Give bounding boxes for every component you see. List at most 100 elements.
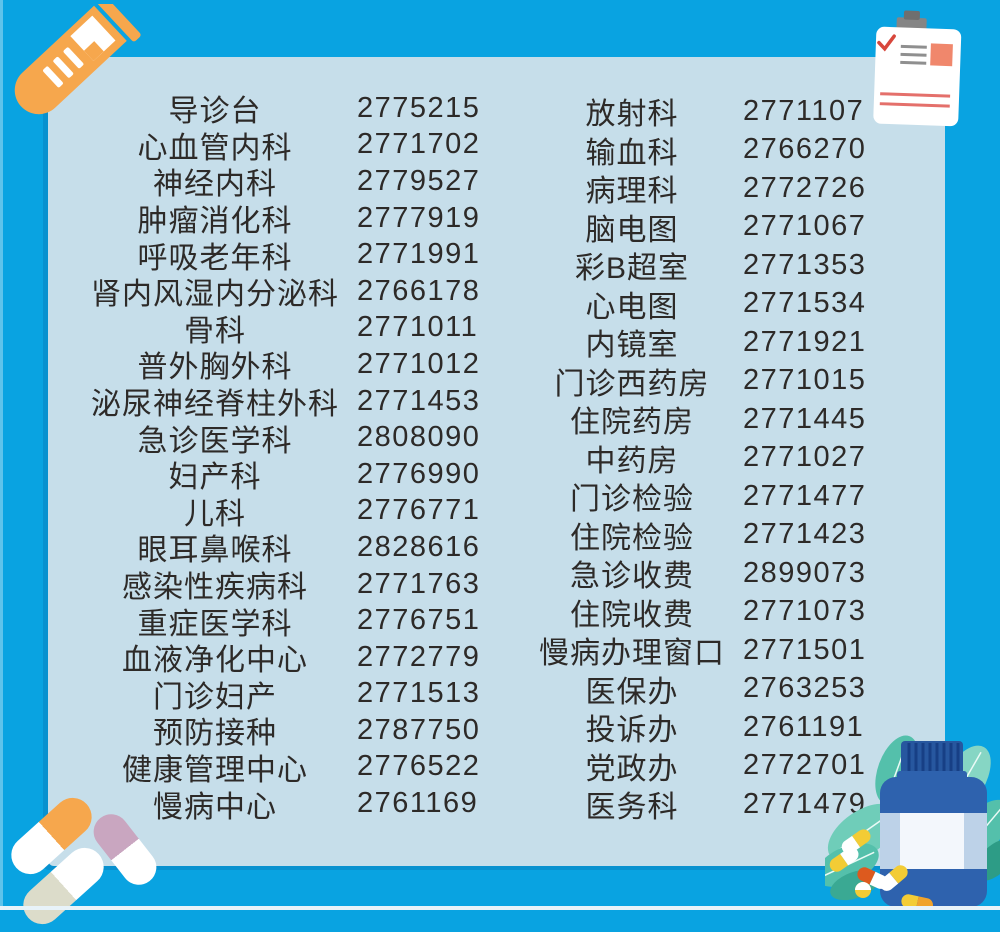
phone-number: 2771763 bbox=[357, 567, 481, 600]
directory-row: 重症医学科 2776751 bbox=[80, 602, 480, 641]
phone-number: 2771107 bbox=[743, 94, 865, 127]
department-name: 中药房 bbox=[585, 444, 679, 478]
department-name: 神经内科 bbox=[153, 168, 277, 202]
directory-row: 投诉办 2761191 bbox=[521, 708, 866, 748]
directory-row: 普外胸外科 2771012 bbox=[80, 346, 480, 385]
directory-row: 慢病中心 2761169 bbox=[80, 785, 480, 824]
directory-row: 感染性疾病科 2771763 bbox=[80, 566, 481, 605]
phone-number: 2771479 bbox=[743, 787, 867, 820]
phone-number: 2771067 bbox=[743, 210, 867, 243]
directory-row: 医保办 2763253 bbox=[521, 670, 866, 709]
directory-row: 病理科 2772726 bbox=[521, 169, 866, 209]
department-name: 预防接种 bbox=[153, 717, 277, 751]
department-name: 感染性疾病科 bbox=[122, 571, 308, 605]
phone-number: 2761191 bbox=[743, 710, 865, 743]
phone-number: 2779527 bbox=[357, 164, 481, 197]
phone-number: 2777919 bbox=[357, 201, 481, 234]
directory-panel bbox=[48, 57, 945, 866]
phone-number: 2771513 bbox=[357, 677, 481, 710]
phone-number: 2776990 bbox=[357, 457, 481, 490]
directory-row: 慢病办理窗口 2771501 bbox=[521, 631, 867, 671]
department-name: 导诊台 bbox=[168, 95, 262, 129]
directory-row: 导诊台 2775215 bbox=[80, 90, 481, 129]
phone-number: 2766270 bbox=[743, 133, 867, 166]
department-name: 住院药房 bbox=[570, 406, 694, 440]
department-name: 儿科 bbox=[184, 497, 246, 531]
directory-row: 健康管理中心 2776522 bbox=[80, 749, 481, 787]
phone-number: 2761169 bbox=[357, 787, 479, 820]
directory-row: 住院检验 2771423 bbox=[521, 516, 866, 555]
phone-number: 2766178 bbox=[357, 274, 481, 307]
department-name: 内镜室 bbox=[585, 329, 679, 363]
directory-row: 妇产科 2776990 bbox=[80, 456, 481, 495]
phone-number: 2771027 bbox=[743, 441, 867, 474]
department-name: 医务科 bbox=[585, 791, 679, 825]
department-name: 投诉办 bbox=[585, 714, 679, 748]
department-name: 健康管理中心 bbox=[122, 753, 308, 787]
department-name: 门诊妇产 bbox=[153, 680, 277, 714]
phone-number: 2771073 bbox=[743, 595, 867, 628]
phone-number: 2771921 bbox=[743, 325, 867, 358]
phone-number: 2771445 bbox=[743, 402, 867, 435]
phone-number: 2771501 bbox=[743, 633, 867, 666]
directory-row: 心血管内科 2771702 bbox=[80, 127, 481, 165]
department-name: 肾内风湿内分泌科 bbox=[91, 278, 339, 312]
phone-number: 2775215 bbox=[357, 91, 481, 124]
directory-row: 血液净化中心 2772779 bbox=[80, 639, 481, 678]
directory-row: 肿瘤消化科 2777919 bbox=[80, 200, 481, 239]
directory-row: 儿科 2776771 bbox=[80, 493, 481, 531]
phone-number: 2772779 bbox=[357, 640, 481, 673]
department-name: 肿瘤消化科 bbox=[137, 205, 293, 239]
directory-row: 彩B超室 2771353 bbox=[521, 246, 867, 286]
department-name: 党政办 bbox=[585, 752, 679, 786]
phone-number: 2776771 bbox=[357, 494, 481, 527]
directory-row: 心电图 2771534 bbox=[521, 285, 866, 324]
directory-row: 脑电图 2771067 bbox=[521, 208, 866, 247]
phone-number: 2771702 bbox=[357, 128, 481, 161]
department-name: 妇产科 bbox=[168, 461, 262, 495]
department-name: 急诊收费 bbox=[570, 560, 694, 594]
phone-number: 2771534 bbox=[743, 287, 867, 320]
phone-number: 2771991 bbox=[357, 238, 481, 271]
department-name: 重症医学科 bbox=[137, 607, 293, 641]
phone-number: 2787750 bbox=[357, 713, 481, 746]
phone-number: 2899073 bbox=[743, 556, 867, 589]
department-name: 输血科 bbox=[585, 136, 679, 170]
department-name: 泌尿神经脊柱外科 bbox=[91, 388, 339, 422]
department-name: 门诊西药房 bbox=[554, 367, 710, 401]
department-name: 急诊医学科 bbox=[137, 424, 293, 458]
directory-row: 门诊妇产 2771513 bbox=[80, 676, 481, 714]
department-name: 住院收费 bbox=[570, 598, 694, 632]
department-name: 慢病中心 bbox=[153, 790, 277, 824]
right-directory-column: 放射科 2771107 输血科 2766270 病理科 2772726 脑电图 2771067… bbox=[521, 92, 867, 825]
left-edge-highlight bbox=[0, 0, 3, 910]
phone-number: 2771353 bbox=[743, 248, 867, 281]
phone-number: 2771453 bbox=[357, 384, 481, 417]
directory-row: 输血科 2766270 bbox=[521, 131, 866, 170]
phone-number: 2776522 bbox=[357, 750, 481, 783]
directory-row: 住院收费 2771073 bbox=[521, 593, 866, 632]
phone-number: 2771011 bbox=[357, 311, 479, 344]
department-name: 呼吸老年科 bbox=[137, 241, 293, 275]
left-directory-column: 导诊台 2775215 心血管内科 2771702 神经内科 2779527 肿瘤消化科 27… bbox=[80, 90, 481, 824]
department-name: 心血管内科 bbox=[137, 131, 293, 165]
department-name: 骨科 bbox=[184, 314, 246, 348]
directory-row: 门诊检验 2771477 bbox=[521, 477, 866, 517]
directory-row: 泌尿神经脊柱外科 2771453 bbox=[80, 383, 481, 422]
directory-row: 骨科 2771011 bbox=[80, 310, 480, 348]
department-name: 彩B超室 bbox=[574, 252, 689, 286]
department-name: 放射科 bbox=[585, 98, 679, 132]
phone-number: 2771423 bbox=[743, 518, 867, 551]
directory-row: 肾内风湿内分泌科 2766178 bbox=[80, 273, 481, 312]
department-name: 病理科 bbox=[585, 175, 679, 209]
department-name: 脑电图 bbox=[585, 213, 679, 247]
phone-number: 2772701 bbox=[743, 749, 867, 782]
phone-number: 2828616 bbox=[357, 530, 481, 563]
department-name: 住院检验 bbox=[570, 521, 694, 555]
phone-number: 2763253 bbox=[743, 672, 867, 705]
phone-number: 2771015 bbox=[743, 364, 867, 397]
directory-row: 急诊收费 2899073 bbox=[521, 554, 867, 594]
directory-row: 门诊西药房 2771015 bbox=[521, 362, 866, 401]
directory-row: 中药房 2771027 bbox=[521, 439, 866, 478]
medicine-bottle-icon bbox=[825, 735, 1000, 910]
